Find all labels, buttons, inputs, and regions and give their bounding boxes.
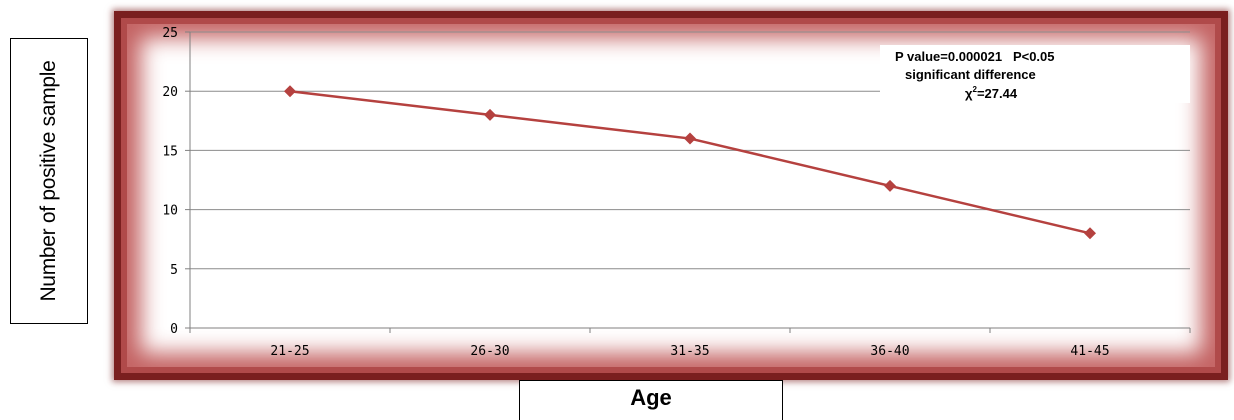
data-point-marker bbox=[484, 108, 496, 121]
y-axis-label-box: Number of positive sample bbox=[10, 38, 88, 324]
x-tick-label: 26-30 bbox=[470, 344, 509, 359]
annotation-chi-sup: 2 bbox=[972, 85, 977, 94]
x-tick-label: 31-35 bbox=[670, 344, 709, 359]
series-layer bbox=[284, 85, 1096, 240]
x-tick-label: 41-45 bbox=[1070, 344, 1109, 359]
y-tick-label: 5 bbox=[170, 263, 178, 278]
y-tick-label: 25 bbox=[162, 26, 178, 41]
annotation-significance: significant difference bbox=[905, 67, 1036, 82]
annotation-chi-symbol: χ bbox=[965, 86, 973, 101]
data-point-marker bbox=[1084, 227, 1096, 240]
annotation-p-value: P value=0.000021 P<0.05 bbox=[895, 49, 1055, 64]
series-line bbox=[289, 89, 1091, 235]
x-tick-label: 21-25 bbox=[270, 344, 309, 359]
data-point-marker bbox=[684, 132, 696, 145]
data-point-marker bbox=[284, 85, 296, 98]
gridlines bbox=[190, 31, 1190, 270]
y-tick-label: 10 bbox=[162, 204, 178, 219]
x-axis-label: Age bbox=[630, 385, 672, 410]
annotation-chi-value: =27.44 bbox=[977, 86, 1018, 101]
y-tick-label: 15 bbox=[162, 144, 178, 159]
stats-annotation: P value=0.000021 P<0.05 significant diff… bbox=[895, 49, 1055, 101]
axes: 0 5 10 15 20 25 21-25 26-30 31-35 36-40 41-45 bbox=[162, 26, 1191, 359]
x-tick-label: 36-40 bbox=[870, 344, 909, 359]
data-point-marker bbox=[884, 179, 896, 192]
x-axis-label-box: Age bbox=[519, 380, 783, 420]
annotation-chi-square: χ2=27.44 bbox=[965, 85, 1018, 101]
y-tick-label: 20 bbox=[162, 85, 178, 100]
y-tick-label: 0 bbox=[170, 322, 178, 337]
annotation-background bbox=[880, 45, 1190, 103]
